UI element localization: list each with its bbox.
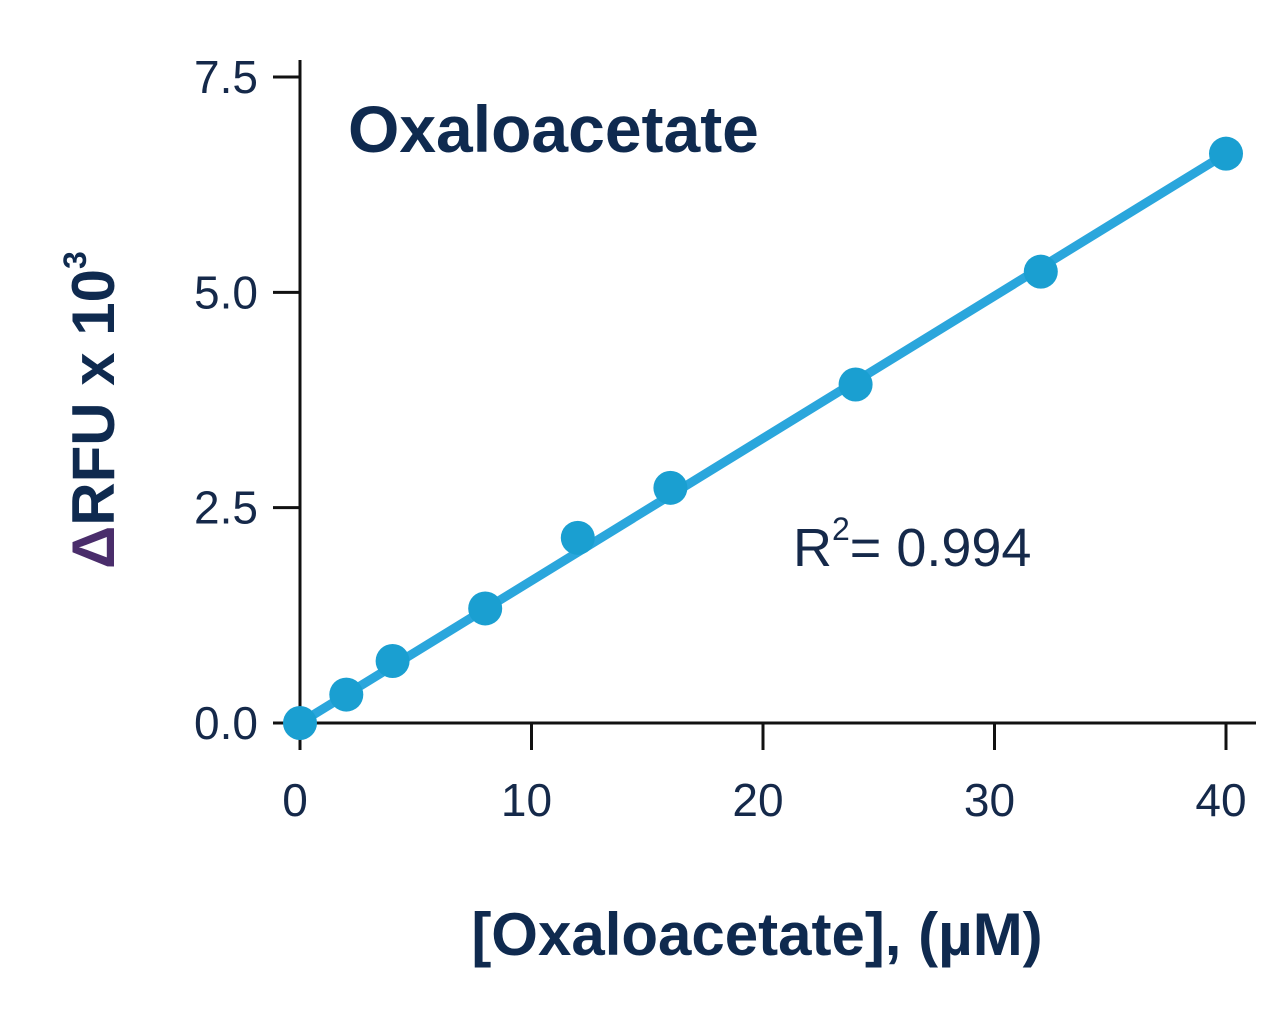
data-point [1023,254,1058,289]
linear-fit-line [295,149,1231,728]
x-tick-label: 10 [501,774,552,826]
y-axis-title-main: RFU x 10 [60,269,127,526]
data-point [1209,136,1243,171]
data-point [375,643,410,678]
data-point [653,470,688,505]
y-axis-delta-symbol: Δ [60,526,127,569]
x-tick-label: 30 [964,774,1015,826]
y-axis-title: ΔRFU x 103 [57,251,127,569]
y-tick-label: 2.5 [194,482,258,534]
y-tick-label: 0.0 [194,697,258,749]
y-tick-label: 7.5 [194,51,258,103]
r-squared-value: = 0.994 [850,518,1032,578]
r-squared-annotation: R2= 0.994 [793,511,1031,578]
data-point [560,520,595,555]
r-squared-superscript: 2 [832,511,850,547]
chart-title: Oxaloacetate [348,92,759,166]
x-tick-label: 40 [1195,774,1246,826]
data-point [838,367,873,402]
data-point [329,677,364,712]
data-point [468,591,503,626]
r-squared-prefix: R [793,518,832,578]
x-axis-title: [Oxaloacetate], (µM) [471,901,1042,968]
x-tick-label: 0 [282,774,308,826]
y-axis-title-superscript: 3 [57,251,93,269]
fit-line-layer [295,149,1231,728]
data-point [283,706,317,740]
x-tick-label: 20 [732,774,783,826]
data-points [283,136,1243,740]
y-tick-label: 5.0 [194,266,258,318]
